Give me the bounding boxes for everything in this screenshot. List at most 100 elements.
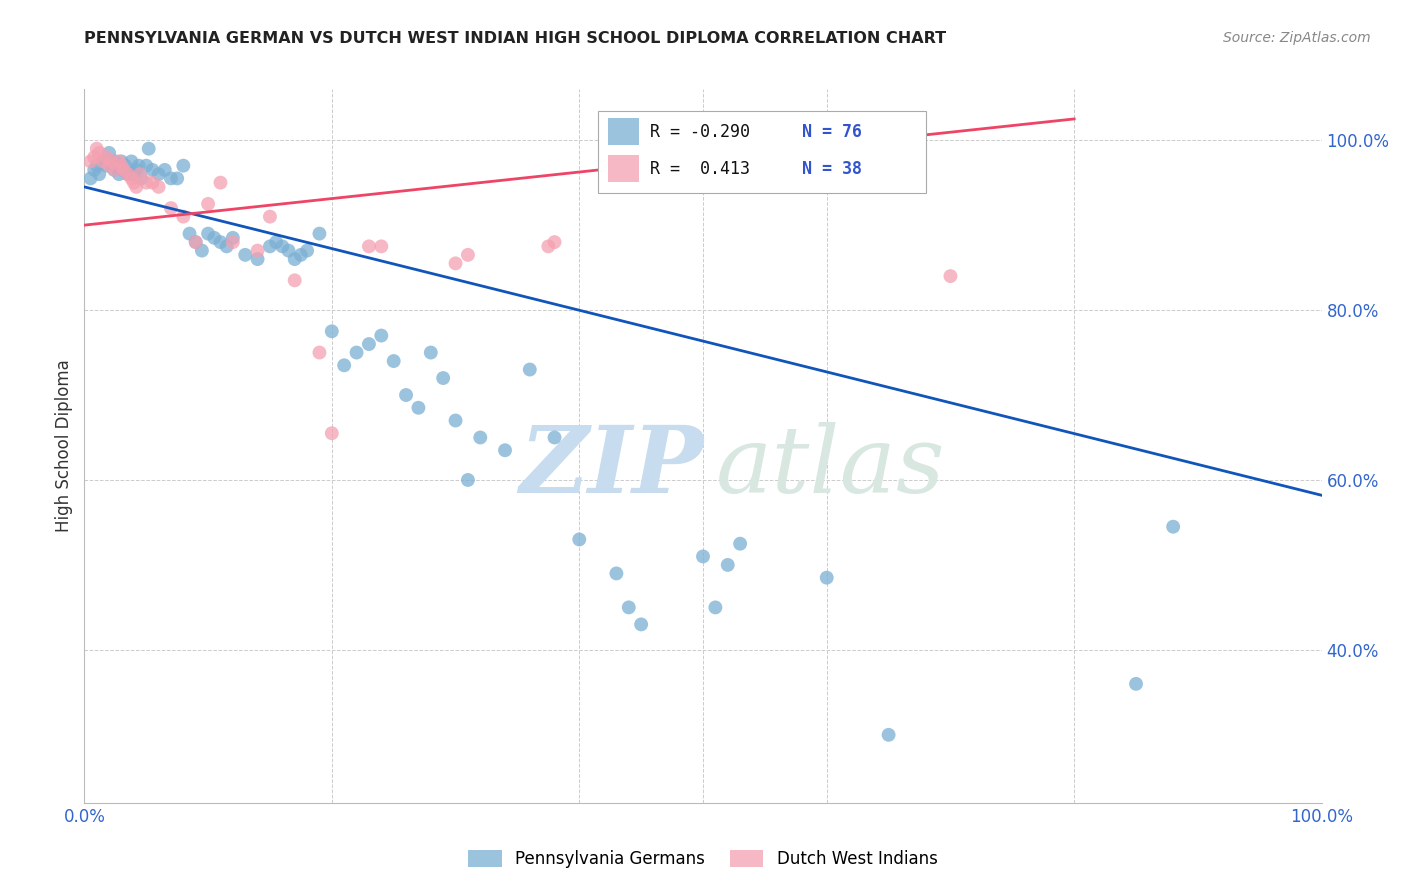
Point <box>112 162 135 177</box>
Point <box>494 443 516 458</box>
Point <box>148 167 170 181</box>
Point <box>96 150 118 164</box>
Point <box>432 371 454 385</box>
Point <box>692 549 714 564</box>
Point <box>704 600 727 615</box>
Point <box>259 210 281 224</box>
Y-axis label: High School Diploma: High School Diploma <box>55 359 73 533</box>
Point <box>519 362 541 376</box>
Point <box>138 142 160 156</box>
Point <box>295 244 318 258</box>
Point <box>209 235 232 249</box>
Point <box>215 239 238 253</box>
Point <box>98 154 121 169</box>
Point <box>96 159 118 173</box>
Point <box>277 244 299 258</box>
Point <box>108 167 131 181</box>
Point <box>129 167 152 181</box>
Point <box>568 533 591 547</box>
Point <box>284 273 307 287</box>
Point <box>321 426 343 441</box>
Text: atlas: atlas <box>716 423 945 512</box>
Point <box>122 176 145 190</box>
Point <box>98 145 121 160</box>
Point <box>370 239 392 253</box>
Point <box>259 239 281 253</box>
Point <box>617 600 640 615</box>
Point <box>408 401 430 415</box>
Point <box>184 235 207 249</box>
Point <box>91 154 114 169</box>
Point <box>172 210 194 224</box>
Point <box>153 162 176 177</box>
Point <box>728 537 751 551</box>
Point <box>89 167 111 181</box>
Point <box>160 201 183 215</box>
Point <box>98 159 121 173</box>
Point <box>79 171 101 186</box>
Point <box>114 159 136 173</box>
Text: N = 38: N = 38 <box>801 161 862 178</box>
Point <box>184 235 207 249</box>
Point <box>543 235 565 249</box>
Point <box>120 154 142 169</box>
Point <box>202 231 225 245</box>
Point <box>148 180 170 194</box>
Point <box>444 256 467 270</box>
Point <box>141 176 163 190</box>
Point <box>1125 677 1147 691</box>
Point <box>172 159 194 173</box>
Point <box>264 235 287 249</box>
Point <box>111 162 134 177</box>
Point <box>222 235 245 249</box>
Point <box>290 248 312 262</box>
Point <box>125 162 148 177</box>
Point <box>100 154 122 169</box>
Point <box>108 154 131 169</box>
Point <box>120 171 142 186</box>
Point <box>104 154 127 169</box>
Point <box>86 159 108 173</box>
Point <box>470 430 492 444</box>
Point <box>308 227 330 241</box>
FancyBboxPatch shape <box>607 118 638 145</box>
Point <box>284 252 307 266</box>
Point <box>321 324 343 338</box>
Point <box>83 150 105 164</box>
Point <box>222 231 245 245</box>
Point <box>160 171 183 186</box>
Point <box>117 167 139 181</box>
Point <box>117 167 139 181</box>
Point <box>271 239 294 253</box>
Text: R = -0.290: R = -0.290 <box>650 123 749 141</box>
Point <box>717 558 740 572</box>
Point <box>457 473 479 487</box>
Point <box>89 145 111 160</box>
Point <box>86 142 108 156</box>
Point <box>103 162 125 177</box>
Point <box>91 154 114 169</box>
Point <box>537 239 560 253</box>
FancyBboxPatch shape <box>607 155 638 182</box>
Point <box>110 154 132 169</box>
Point <box>110 159 132 173</box>
Point <box>104 162 127 177</box>
Point <box>543 430 565 444</box>
Point <box>197 227 219 241</box>
Point <box>233 248 256 262</box>
Point <box>308 345 330 359</box>
Text: PENNSYLVANIA GERMAN VS DUTCH WEST INDIAN HIGH SCHOOL DIPLOMA CORRELATION CHART: PENNSYLVANIA GERMAN VS DUTCH WEST INDIAN… <box>84 31 946 46</box>
Point <box>457 248 479 262</box>
Point <box>382 354 405 368</box>
Point <box>630 617 652 632</box>
Point <box>939 269 962 284</box>
Text: N = 76: N = 76 <box>801 123 862 141</box>
Point <box>246 252 269 266</box>
Point <box>100 159 122 173</box>
Point <box>444 413 467 427</box>
Point <box>877 728 900 742</box>
Point <box>191 244 214 258</box>
Point <box>122 167 145 181</box>
Point <box>1161 519 1184 533</box>
Text: ZIP: ZIP <box>519 423 703 512</box>
